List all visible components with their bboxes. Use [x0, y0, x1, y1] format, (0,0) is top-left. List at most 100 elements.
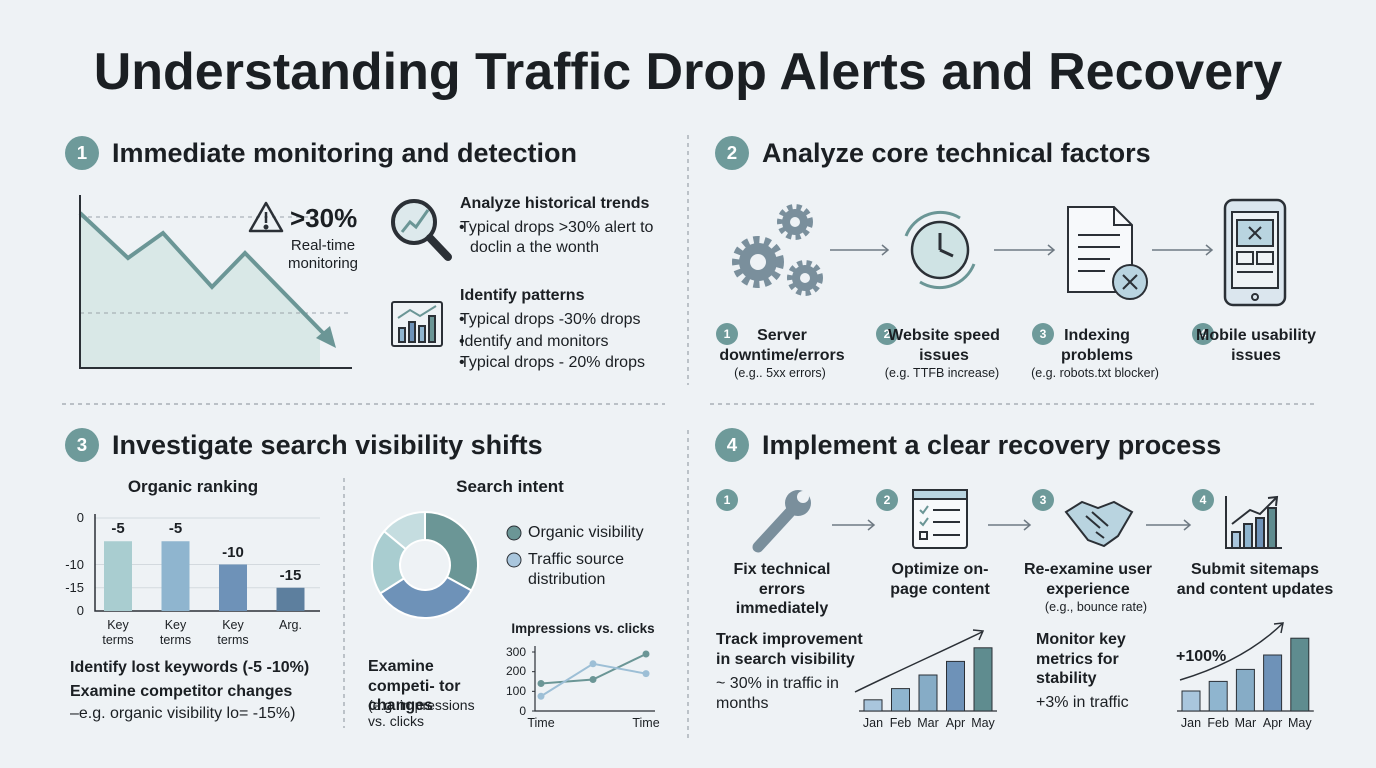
step-note: (e.g. robots.txt blocker) [1031, 365, 1159, 380]
number-badge [876, 323, 898, 345]
chart-note: +3% in traffic [1036, 694, 1129, 712]
clock-icon [904, 210, 976, 290]
x-tick-label: Key terms [217, 617, 249, 647]
annotation: +100% [1176, 648, 1227, 666]
x-tick-label: May [1287, 715, 1312, 730]
chart-heading: Track improvement in search visibility [716, 631, 863, 668]
growth-arrows [854, 622, 1284, 693]
section-heading: Immediate monitoring and detection [112, 137, 578, 168]
number-badge [65, 136, 99, 170]
legend-label: Organic visibility [528, 524, 644, 542]
badge-number: 2 [726, 141, 738, 163]
chart-title: Search intent [456, 476, 564, 496]
badge-number: 3 [1039, 492, 1047, 507]
bar [276, 587, 305, 611]
number-badge [715, 428, 749, 462]
donut-segment [378, 575, 473, 619]
bullet: Typical drops - 20% drops [460, 354, 645, 372]
point [537, 692, 545, 700]
legend-swatch [506, 525, 522, 541]
bar [863, 699, 883, 712]
alert-caption: Real-time monitoring [287, 237, 359, 272]
x-tick-label: Apr [1262, 715, 1283, 730]
bar [1290, 637, 1310, 712]
donut-segment [382, 510, 426, 551]
bullet: Typical drops -30% drops [460, 311, 641, 329]
value-label: -5 [168, 520, 183, 538]
warning-icon [248, 201, 284, 233]
x-tick-label: Arg. [279, 617, 302, 632]
legend-swatch [506, 552, 522, 568]
x-tick-label: Key terms [159, 617, 192, 647]
y-tick-label: 0 [76, 510, 84, 526]
badge-number: 4 [726, 433, 738, 455]
form-icon [912, 489, 968, 549]
y-tick-label: 0 [519, 703, 526, 718]
bar [104, 541, 132, 611]
growth-icon [1225, 495, 1282, 549]
badge-number: 4 [1199, 326, 1207, 341]
step-title: Fix technical errors immediately [733, 561, 831, 617]
x-tick-label: Key terms [102, 617, 134, 647]
x-tick-label: Jan [1180, 715, 1202, 730]
badge-number: 4 [1199, 492, 1207, 507]
badge-number: 1 [76, 141, 88, 163]
note: Examine competitor changes [70, 683, 293, 701]
number-badge [1032, 323, 1054, 345]
bar [1181, 690, 1201, 712]
note: (e.g. impressions vs. clicks [368, 696, 475, 730]
bar [161, 541, 190, 611]
badge-number: 3 [1039, 326, 1047, 341]
value-label: -15 [279, 566, 302, 584]
handshake-icon [1064, 500, 1134, 548]
section-heading: Implement a clear recovery process [762, 429, 1222, 460]
bar [891, 688, 910, 712]
number-badge [65, 428, 99, 462]
number-badge [1032, 489, 1054, 511]
chart-heading: Monitor key metrics for stability [1036, 631, 1126, 687]
y-tick-label: -15 [65, 579, 84, 595]
step-note: (e.g. TTFB increase) [884, 365, 1000, 380]
y-tick-label: -10 [65, 556, 84, 572]
badge-number: 1 [723, 492, 731, 507]
chart-title: Organic ranking [127, 476, 259, 496]
flow-arrows [830, 244, 1214, 531]
drop-illustration [78, 195, 352, 369]
bullet-dot: • [459, 219, 465, 236]
x-tick-label: May [971, 715, 995, 730]
step-title: Website speed issues [888, 327, 1000, 364]
step-note: (e.g., bounce rate) [1044, 599, 1148, 614]
bullet: Identify and monitors [460, 332, 609, 350]
section-heading: Analyze core technical factors [762, 137, 1151, 168]
y-tick-label: 200 [505, 664, 526, 679]
x-tick-label: Time [632, 715, 660, 730]
dividers [62, 135, 1315, 740]
step-title: Indexing problems [1060, 327, 1133, 364]
y-tick-label: 0 [76, 603, 84, 619]
wrench-icon [752, 490, 811, 553]
phone-icon [1223, 198, 1287, 307]
bar [973, 647, 993, 712]
note: Identify lost keywords (-5 -10%) [70, 659, 310, 677]
note: –e.g. organic visibility lo= -15%) [70, 705, 296, 723]
x-tick-label: Mar [1234, 715, 1257, 730]
bar [946, 660, 965, 712]
gears-icon [732, 204, 823, 296]
step-title: Server downtime/errors [719, 327, 845, 364]
number-badge [716, 323, 738, 345]
bar [219, 564, 247, 611]
badge-number: 1 [723, 326, 731, 341]
step-title: Re-examine user experience [1023, 561, 1153, 598]
x-tick-label: Jan [862, 715, 884, 730]
x-tick-label: Mar [917, 715, 939, 730]
item-heading: Analyze historical trends [460, 195, 650, 213]
bar [1263, 654, 1283, 712]
point [537, 679, 545, 687]
pattern-icon [391, 301, 443, 347]
point [642, 650, 650, 658]
number-badge [876, 489, 898, 511]
x-tick-label: Feb [889, 715, 912, 730]
x-tick-label: Feb [1207, 715, 1229, 730]
